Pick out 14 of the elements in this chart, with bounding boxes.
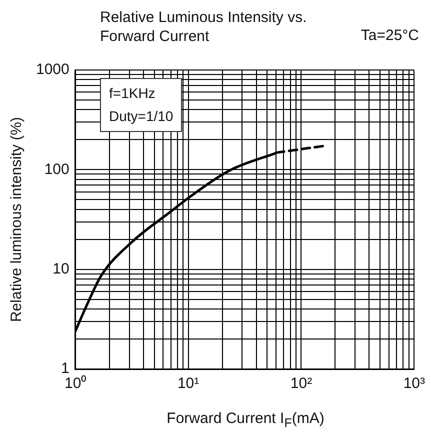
y-tick-label: 1000	[36, 61, 70, 78]
annotation: f=1KHz	[109, 84, 156, 103]
y-tick-label: 10	[52, 260, 70, 278]
text: Ta=25°C	[360, 27, 419, 44]
y-tick-label: 100	[44, 160, 70, 178]
annotation: Duty=1/10	[109, 107, 174, 126]
x-tick-label: 10¹	[177, 375, 200, 392]
x-tick-label: 10²	[290, 375, 312, 392]
x-tick-label: 10⁰	[64, 375, 86, 392]
y-tick-label: 1	[61, 360, 70, 378]
y-axis-title: Relative luminous intensity (%)	[8, 116, 26, 322]
chart-title: Relative Luminous Intensity vs. Forward Current	[100, 8, 308, 46]
x-axis-title: Forward Current I$_{F}$(mA)	[166, 410, 326, 430]
x-tick-label: 10³	[403, 375, 426, 392]
